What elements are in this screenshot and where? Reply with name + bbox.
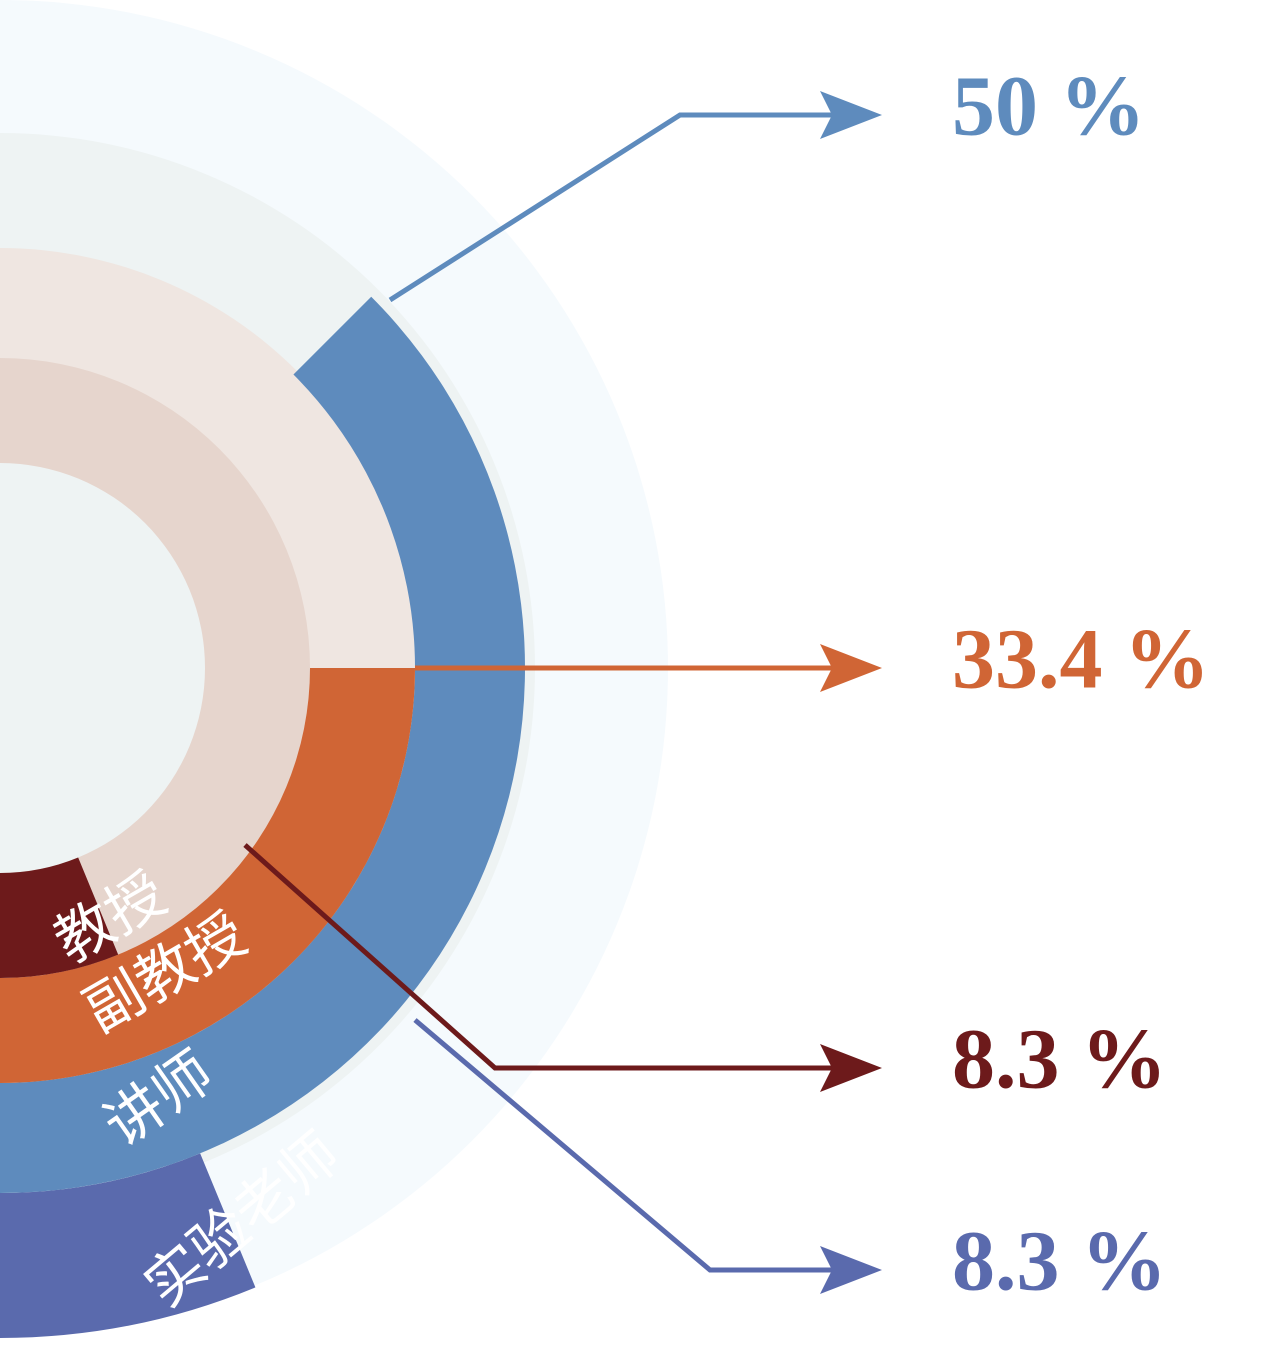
- arrow-head: [820, 1044, 882, 1092]
- arrow-line: [388, 112, 860, 303]
- arrow-line: [413, 1018, 860, 1273]
- arrow-head: [820, 91, 882, 139]
- ring-arc: [0, 1153, 256, 1338]
- ring-arc: [0, 857, 119, 978]
- arrow-head: [820, 1246, 882, 1294]
- ring-arc: [0, 296, 525, 1194]
- arrow-head: [820, 644, 882, 692]
- value-label: 50 %: [952, 58, 1146, 154]
- arrow-line: [243, 843, 860, 1071]
- value-label: 8.3 %: [952, 1011, 1167, 1107]
- value-label: 8.3 %: [952, 1213, 1167, 1309]
- value-label: 33.4 %: [952, 611, 1210, 707]
- ring-arc: [0, 668, 415, 1083]
